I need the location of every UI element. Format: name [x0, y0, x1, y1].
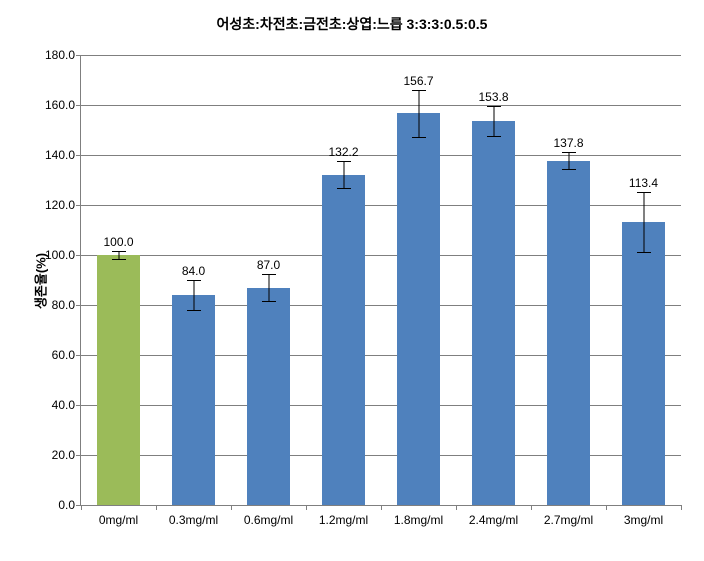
y-tick-label: 20.0: [52, 448, 81, 462]
x-tick-mark: [306, 505, 307, 510]
error-bar: [118, 251, 119, 259]
y-tick-label: 160.0: [45, 98, 81, 112]
gridline: [81, 155, 681, 156]
y-tick-label: 180.0: [45, 48, 81, 62]
error-cap: [112, 251, 126, 252]
x-tick-label: 0.3mg/ml: [169, 505, 218, 527]
bar: [397, 113, 441, 505]
x-tick-mark: [456, 505, 457, 510]
error-cap: [562, 169, 576, 170]
x-tick-label: 0.6mg/ml: [244, 505, 293, 527]
y-tick-label: 140.0: [45, 148, 81, 162]
x-tick-label: 3mg/ml: [624, 505, 663, 527]
error-cap: [637, 252, 651, 253]
value-label: 100.0: [103, 235, 133, 249]
bar: [322, 175, 366, 506]
error-bar: [643, 192, 644, 252]
error-cap: [412, 137, 426, 138]
error-bar: [343, 161, 344, 189]
error-cap: [487, 136, 501, 137]
x-tick-mark: [606, 505, 607, 510]
x-tick-label: 2.4mg/ml: [469, 505, 518, 527]
value-label: 156.7: [403, 74, 433, 88]
y-tick-label: 120.0: [45, 198, 81, 212]
y-tick-label: 40.0: [52, 398, 81, 412]
error-cap: [337, 161, 351, 162]
bar: [472, 121, 516, 506]
x-tick-label: 2.7mg/ml: [544, 505, 593, 527]
y-tick-label: 0.0: [58, 498, 81, 512]
error-bar: [418, 90, 419, 138]
value-label: 137.8: [553, 136, 583, 150]
x-tick-label: 1.2mg/ml: [319, 505, 368, 527]
error-bar: [193, 280, 194, 310]
bar: [172, 295, 216, 505]
gridline: [81, 205, 681, 206]
x-tick-label: 1.8mg/ml: [394, 505, 443, 527]
gridline: [81, 255, 681, 256]
error-cap: [187, 280, 201, 281]
value-label: 87.0: [257, 258, 280, 272]
x-tick-mark: [681, 505, 682, 510]
chart-title: 어성초:차전초:금전초:상엽:느릅 3:3:3:0.5:0.5: [0, 14, 704, 34]
x-tick-mark: [231, 505, 232, 510]
x-tick-mark: [81, 505, 82, 510]
value-label: 153.8: [478, 90, 508, 104]
error-bar: [268, 274, 269, 302]
x-tick-mark: [381, 505, 382, 510]
y-tick-label: 60.0: [52, 348, 81, 362]
error-cap: [337, 188, 351, 189]
error-cap: [262, 274, 276, 275]
y-tick-label: 80.0: [52, 298, 81, 312]
bar: [97, 255, 141, 505]
y-tick-label: 100.0: [45, 248, 81, 262]
bar: [622, 222, 666, 506]
bar: [547, 161, 591, 506]
chart-container: 어성초:차전초:금전초:상엽:느릅 3:3:3:0.5:0.5 생존율(%) 0…: [0, 0, 704, 561]
error-cap: [487, 106, 501, 107]
x-tick-label: 0mg/ml: [99, 505, 138, 527]
error-cap: [187, 310, 201, 311]
error-bar: [493, 106, 494, 136]
x-tick-mark: [156, 505, 157, 510]
error-cap: [562, 152, 576, 153]
error-bar: [568, 152, 569, 170]
error-cap: [262, 301, 276, 302]
error-cap: [637, 192, 651, 193]
value-label: 132.2: [328, 145, 358, 159]
value-label: 84.0: [182, 264, 205, 278]
x-tick-mark: [531, 505, 532, 510]
plot-area: 0.020.040.060.080.0100.0120.0140.0160.01…: [80, 55, 681, 506]
gridline: [81, 55, 681, 56]
value-label: 113.4: [629, 176, 658, 190]
bar: [247, 288, 291, 506]
gridline: [81, 105, 681, 106]
error-cap: [412, 90, 426, 91]
error-cap: [112, 259, 126, 260]
